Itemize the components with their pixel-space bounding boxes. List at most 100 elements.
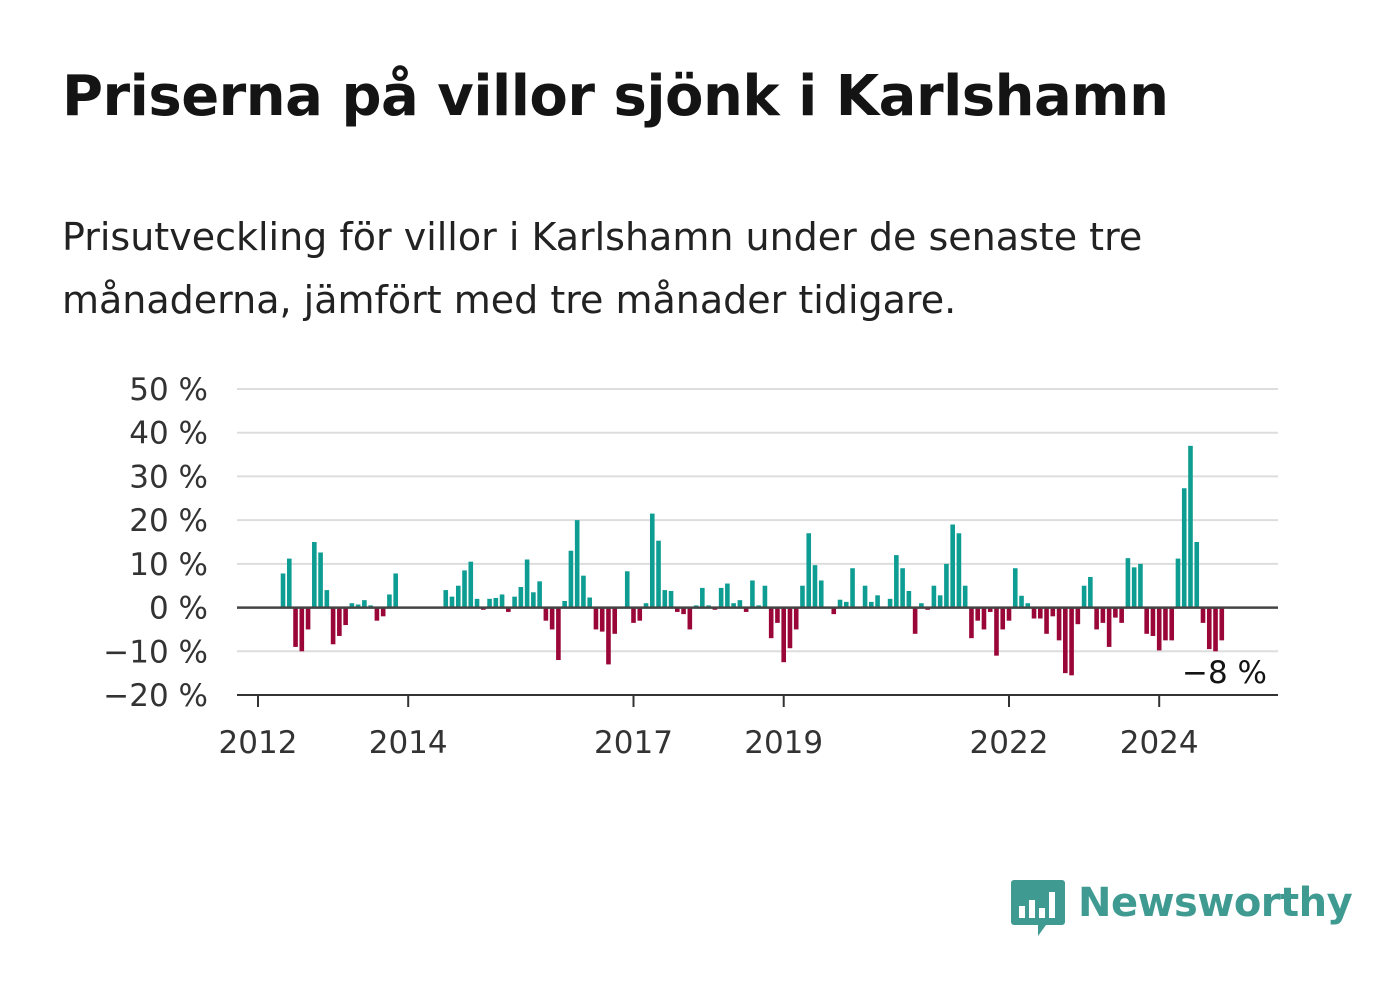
bar-positive	[1181, 488, 1187, 608]
bar-negative	[775, 607, 780, 623]
bar-positive	[531, 592, 536, 608]
bar-negative	[612, 607, 618, 634]
bar-negative	[987, 607, 993, 612]
bar-negative	[1206, 607, 1212, 650]
bar-negative	[681, 607, 686, 615]
bar-negative	[631, 607, 636, 623]
bar-positive	[1088, 576, 1093, 608]
bar-negative	[1056, 607, 1062, 641]
bar-negative	[330, 607, 336, 645]
bar-positive	[455, 585, 461, 608]
bar-positive	[449, 596, 455, 608]
bar-negative	[1037, 607, 1043, 619]
x-tick-label: 2017	[594, 725, 673, 761]
bar-positive	[499, 594, 505, 608]
bar-positive	[750, 580, 755, 608]
bar-positive	[718, 587, 724, 608]
newsworthy-logo: Newsworthy	[1010, 878, 1353, 942]
bar-positive	[731, 603, 736, 608]
bar-positive	[956, 533, 962, 608]
bar-positive	[950, 524, 955, 608]
bar-negative	[1063, 607, 1068, 674]
bar-negative	[675, 607, 680, 612]
bar-negative	[1106, 607, 1112, 647]
bar-positive	[624, 571, 630, 608]
bar-negative	[1113, 607, 1118, 618]
bar-positive	[537, 581, 542, 608]
bar-positive	[649, 513, 655, 608]
bar-positive	[387, 594, 392, 608]
bar-positive	[286, 558, 292, 608]
bar-negative	[556, 607, 561, 661]
newsworthy-bar-chart-icon	[1011, 880, 1065, 936]
bar-positive	[568, 550, 574, 608]
bar-positive	[1081, 585, 1087, 608]
bar-positive	[324, 590, 330, 608]
y-tick-label: 40 %	[129, 416, 208, 452]
bar-negative	[1006, 607, 1012, 621]
bar-positive	[944, 563, 949, 608]
bar-positive	[474, 598, 480, 608]
bar-negative	[975, 607, 981, 621]
y-tick-label: 30 %	[129, 459, 208, 495]
bar-negative	[599, 607, 605, 632]
y-tick-label: −10 %	[103, 634, 208, 670]
bar-positive	[487, 598, 492, 608]
x-tick-label: 2024	[1120, 725, 1199, 761]
bar-negative	[305, 607, 311, 630]
bar-positive	[887, 598, 893, 608]
bar-negative	[606, 607, 611, 665]
bar-positive	[462, 570, 467, 608]
y-tick-label: 10 %	[129, 547, 208, 583]
bar-positive	[931, 585, 937, 608]
bar-negative	[1144, 607, 1149, 634]
bar-negative	[337, 607, 342, 636]
bar-positive	[1025, 603, 1031, 608]
bar-positive	[875, 595, 880, 608]
bar-negative	[299, 607, 305, 652]
bar-negative	[1069, 607, 1074, 676]
bar-positive	[700, 587, 705, 608]
last-value-label: −8 %	[1182, 655, 1267, 691]
bar-negative	[793, 607, 799, 630]
bar-negative	[1031, 607, 1037, 619]
bar-negative	[1094, 607, 1099, 630]
bar-negative	[781, 607, 786, 663]
bar-positive	[850, 568, 855, 608]
bar-negative	[593, 607, 599, 630]
bar-positive	[562, 601, 567, 608]
bar-positive	[518, 587, 524, 608]
bar-positive	[643, 603, 649, 608]
bar-negative	[687, 607, 693, 630]
x-tick-label: 2019	[744, 725, 823, 761]
gridlines	[237, 388, 1278, 653]
bar-negative	[1213, 607, 1218, 652]
bar-positive	[1012, 568, 1018, 608]
bar-positive	[1131, 567, 1137, 608]
bar-positive	[894, 555, 899, 608]
chart-subtitle: Prisutveckling för villor i Karlshamn un…	[62, 215, 1143, 322]
bar-positive	[906, 590, 912, 608]
bar-positive	[837, 599, 843, 608]
y-tick-label: 50 %	[129, 372, 208, 408]
bar-positive	[349, 603, 355, 608]
bar-positive	[725, 583, 730, 608]
bar-negative	[1000, 607, 1006, 630]
bar-positive	[1194, 542, 1200, 608]
bar-positive	[362, 600, 367, 608]
y-tick-label: −20 %	[103, 678, 208, 714]
bar-negative	[293, 607, 298, 647]
y-axis-tick-labels: 50 % 40 % 30 % 20 % 10 % 0 % −10 % −20 %	[103, 372, 208, 714]
x-axis-tick-labels: 2012 2014 2017 2019 2022 2024	[219, 725, 1199, 761]
bar-negative	[1100, 607, 1106, 623]
bar-negative	[994, 607, 999, 656]
bar-positive	[587, 597, 592, 608]
bar-positive	[900, 568, 905, 608]
bar-positive	[574, 520, 580, 608]
x-tick-label: 2014	[369, 725, 448, 761]
bar-negative	[981, 607, 987, 630]
bar-negative	[743, 607, 749, 612]
bar-positive	[393, 573, 398, 608]
bar-positive	[1138, 563, 1143, 608]
